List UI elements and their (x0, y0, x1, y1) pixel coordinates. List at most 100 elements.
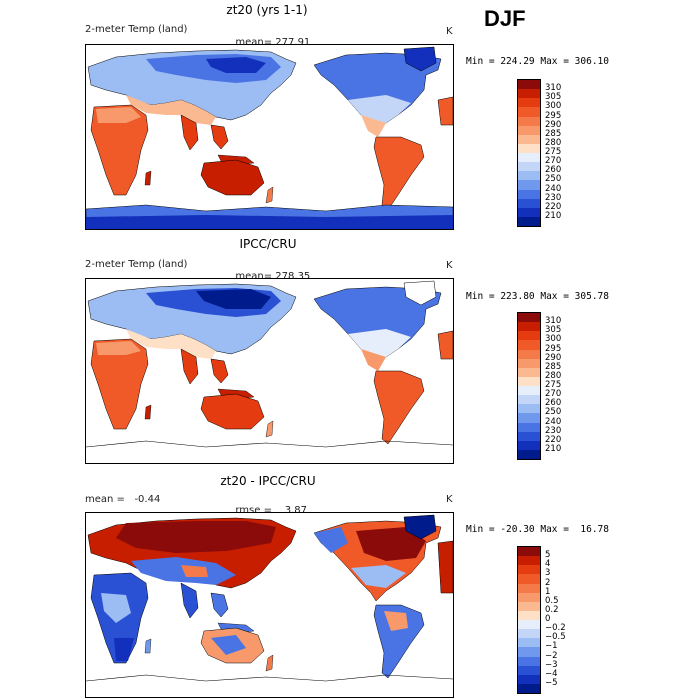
colorbar-swatch (518, 171, 540, 181)
colorbar-label: 210 (545, 210, 562, 221)
colorbar-label: 260 (545, 398, 562, 409)
colorbar-label: 210 (545, 443, 562, 454)
panel-2-map-svg (86, 280, 453, 448)
panel-3-colorbar-labels: 5 4 3 2 1 0.5 0.2 0 −0.2 −0.5 −1 −2 −3 −4 −5 (545, 546, 585, 692)
panel-3-map (85, 512, 454, 698)
mexico (361, 115, 386, 137)
panel-1-colorbar-labels: 310 305 300 295 290 285 280 275 270 260 250 240 230 2… (545, 79, 585, 225)
colorbar-swatch (518, 358, 540, 368)
panel-2-minmax: Min = 223.80 Max = 305.78 (466, 291, 609, 302)
panel-1-minmax: Min = 224.29 Max = 306.10 (466, 56, 609, 67)
antarctica-outline (86, 440, 453, 448)
eurasia-south (126, 95, 216, 125)
colorbar-label: 2 (545, 577, 551, 588)
colorbar-label: 295 (545, 110, 562, 121)
india-land (180, 114, 199, 151)
colorbar-label: −4 (545, 668, 558, 679)
colorbar-label: 275 (545, 147, 562, 157)
panel-3-mean: mean = -0.44 (85, 494, 161, 505)
greenland (403, 46, 437, 72)
panel-2-map (85, 278, 454, 464)
siberia-warm-bias (116, 521, 276, 553)
colorbar-label: 290 (545, 119, 562, 130)
colorbar-swatch (518, 422, 540, 432)
colorbar-label: −0.2 (545, 623, 566, 634)
colorbar-label: 270 (545, 156, 562, 167)
se-asia-land (210, 592, 229, 618)
colorbar-label: 220 (545, 434, 562, 445)
colorbar-swatch (518, 556, 540, 566)
colorbar-label: 300 (545, 334, 562, 345)
eurasia-south (126, 329, 216, 359)
colorbar-label: 0 (545, 614, 551, 624)
europe-right-edge (437, 330, 453, 360)
colorbar-swatch (518, 683, 540, 693)
colorbar-swatch (518, 125, 540, 135)
colorbar-label: 220 (545, 201, 562, 212)
south-america-land (373, 136, 425, 211)
colorbar-swatch (518, 116, 540, 126)
colorbar-swatch (518, 376, 540, 386)
colorbar-swatch (518, 413, 540, 423)
panel-2-title: IPCC/CRU (239, 237, 297, 251)
colorbar-swatch (518, 647, 540, 657)
colorbar-swatch (518, 143, 540, 153)
colorbar-swatch (518, 162, 540, 172)
colorbar-label: 230 (545, 425, 562, 436)
north-america-south (348, 95, 411, 133)
panel-2-variable-label: 2-meter Temp (land) (85, 259, 188, 270)
greenland (403, 280, 437, 306)
panel-1-colorbar (517, 79, 541, 227)
panel-1-stat-label: mean= (235, 37, 273, 48)
colorbar-swatch (518, 153, 540, 163)
europe-right-edge (437, 96, 453, 126)
colorbar-label: −1 (545, 641, 558, 652)
siberia-coldest (206, 57, 266, 73)
madagascar (144, 404, 152, 420)
canada-warm-bias (356, 527, 426, 561)
panel-1-map (85, 44, 454, 230)
south-america-land (373, 604, 425, 679)
colorbar-swatch (518, 431, 540, 441)
colorbar-label: 310 (545, 316, 562, 327)
panel-3-minmax: Min = -20.30 Max = 16.78 (466, 524, 609, 535)
colorbar-label: 285 (545, 361, 562, 372)
new-zealand (265, 420, 274, 438)
panel-1-stat-value: 277.91 (275, 37, 311, 48)
colorbar-label: 290 (545, 352, 562, 363)
africa-desert (96, 107, 141, 123)
colorbar-swatch (518, 322, 540, 332)
colorbar-label: −0.5 (545, 632, 566, 643)
colorbar-label: 275 (545, 380, 562, 390)
panel-2-colorbar-labels: 310 305 300 295 290 285 280 275 270 260 250 240 230 2… (545, 312, 585, 458)
new-zealand (265, 186, 274, 204)
colorbar-label: 260 (545, 165, 562, 176)
colorbar-swatch (518, 665, 540, 675)
colorbar-label: 310 (545, 83, 562, 94)
colorbar-label: 230 (545, 192, 562, 203)
se-asia-land (210, 124, 229, 150)
colorbar-label: 280 (545, 137, 562, 148)
australia-patch (211, 635, 246, 655)
india-land (180, 582, 199, 619)
colorbar-label: −5 (545, 677, 558, 688)
colorbar-swatch (518, 610, 540, 620)
colorbar-swatch (518, 89, 540, 99)
panel-2-stat-label: mean= (235, 271, 273, 282)
panel-3-title: zt20 - IPCC/CRU (220, 474, 316, 488)
colorbar-label: −2 (545, 650, 558, 661)
colorbar-label: 285 (545, 128, 562, 139)
colorbar-label: 240 (545, 183, 562, 194)
new-zealand (265, 654, 274, 672)
colorbar-swatch (518, 449, 540, 459)
colorbar-swatch (518, 583, 540, 593)
panel-1-title: zt20 (yrs 1-1) (226, 3, 308, 17)
panel-3-stat-label: rmse = (235, 505, 272, 516)
south-america-patch (384, 611, 408, 631)
siberia-coldest (196, 289, 271, 309)
alaska-cool-bias (314, 527, 348, 553)
colorbar-swatch (518, 98, 540, 108)
colorbar-label: 295 (545, 343, 562, 354)
panel-1-map-svg (86, 46, 453, 229)
europe-right-edge (437, 540, 453, 594)
